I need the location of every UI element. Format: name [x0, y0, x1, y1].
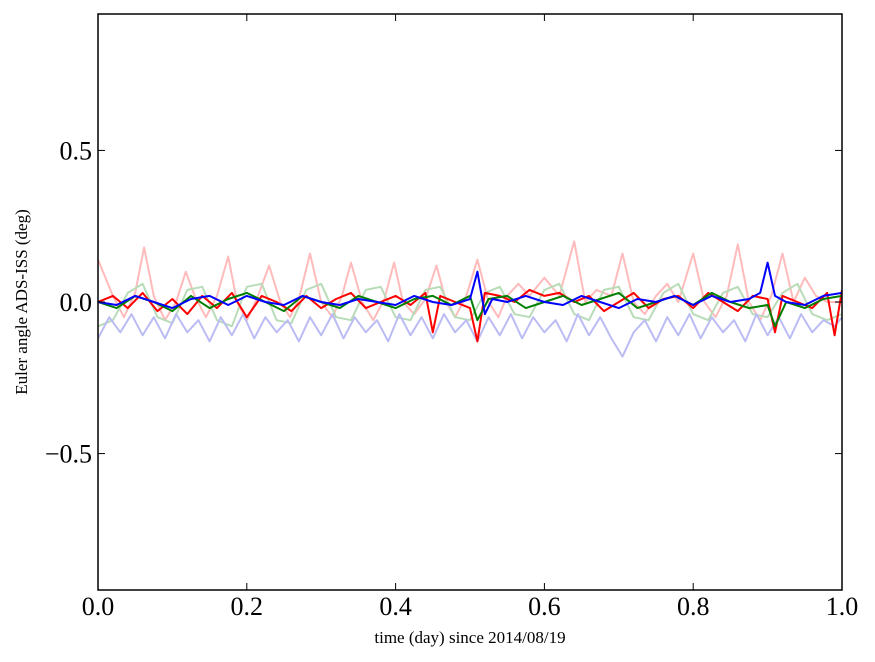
y-tick-label: −0.5 — [45, 440, 92, 469]
x-tick-label: 0.6 — [528, 592, 561, 621]
x-tick-label: 0.4 — [379, 592, 412, 621]
series-layer — [98, 240, 842, 358]
x-tick-label: 0.2 — [231, 592, 264, 621]
tick-layer: 0.0 0.2 0.4 0.6 0.8 1.0 −0.5 0.0 0.5 — [45, 14, 858, 621]
series-line-3 — [98, 313, 842, 358]
y-axis-label: Euler angle ADS-ISS (deg) — [12, 209, 31, 395]
series-line-6 — [98, 261, 842, 316]
x-axis-label: time (day) since 2014/08/19 — [374, 628, 565, 647]
y-tick-label: 0.0 — [60, 288, 93, 317]
series-line-4 — [98, 288, 842, 343]
x-tick-label: 0.0 — [82, 592, 115, 621]
y-tick-label: 0.5 — [60, 136, 93, 165]
x-tick-label: 1.0 — [826, 592, 859, 621]
x-tick-label: 0.8 — [677, 592, 710, 621]
series-line-2 — [98, 282, 842, 328]
